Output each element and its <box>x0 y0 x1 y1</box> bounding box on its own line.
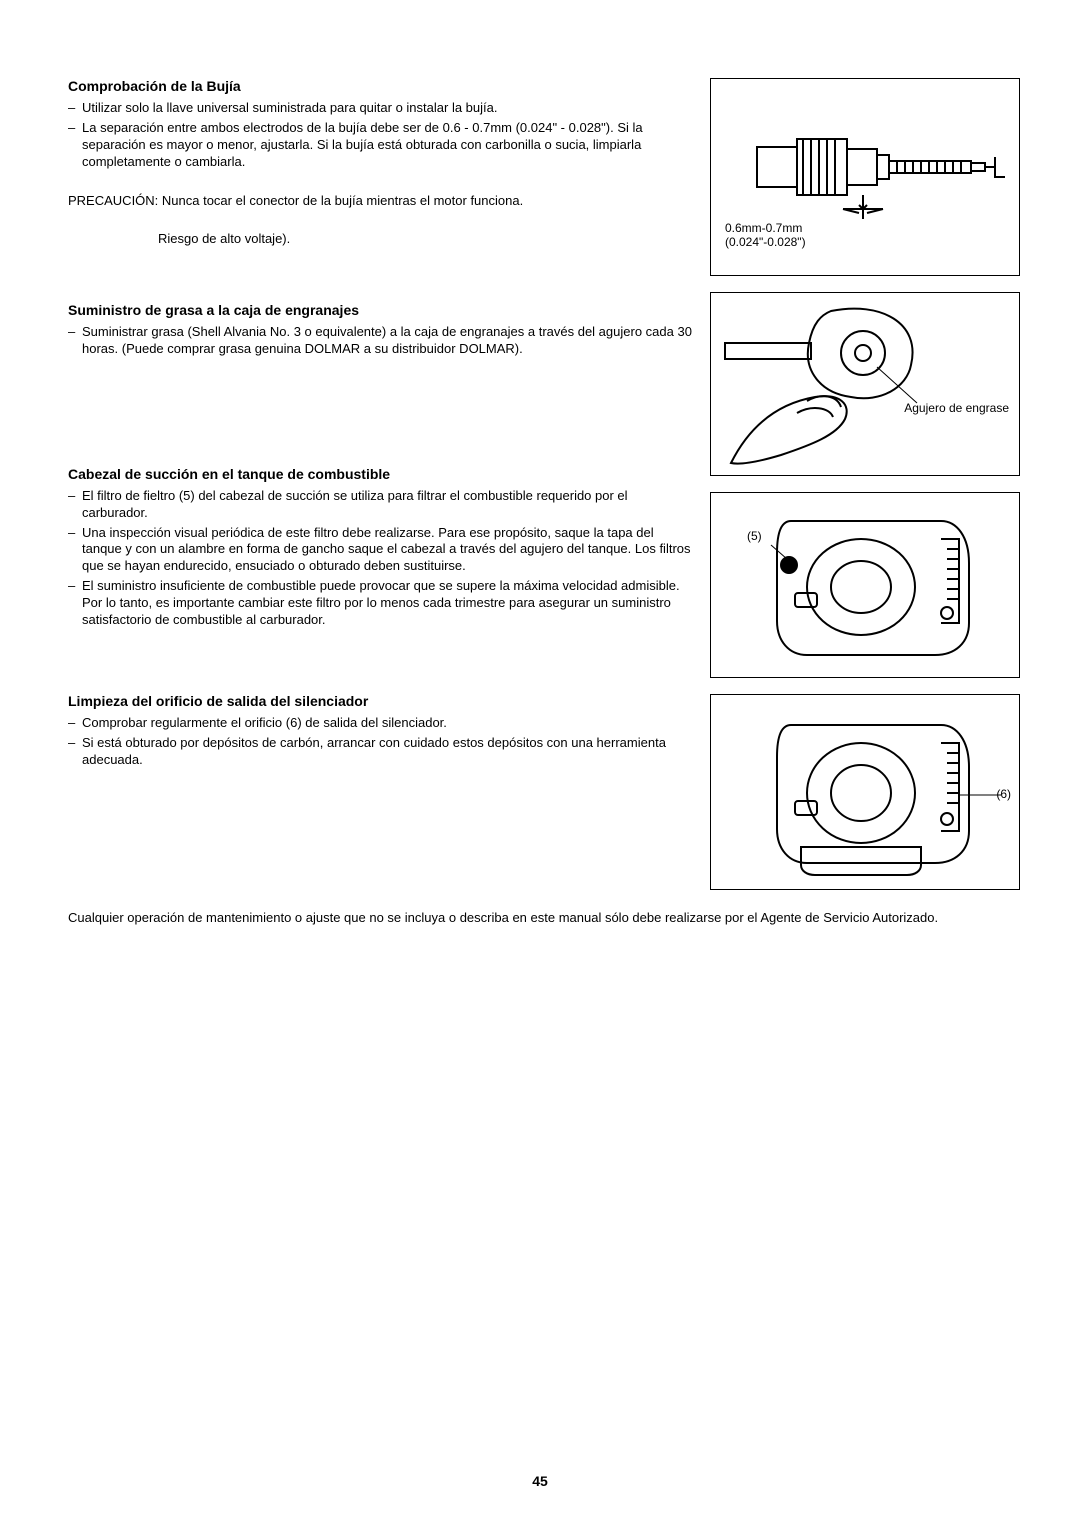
figure-spark-plug: 0.6mm-0.7mm (0.024"-0.028") <box>710 78 1020 276</box>
section-muffler: Limpieza del orificio de salida del sile… <box>68 693 692 769</box>
footer-note: Cualquier operación de mantenimiento o a… <box>68 910 1020 927</box>
figure-suction-head: (5) <box>710 492 1020 678</box>
section-grease: Suministro de grasa a la caja de engrana… <box>68 302 692 358</box>
callout-6: (6) <box>996 787 1011 801</box>
heading-spark-plug: Comprobación de la Bujía <box>68 78 692 94</box>
bullet-text: Si está obturado por depósitos de carbón… <box>82 735 692 769</box>
heading-suction-head: Cabezal de succión en el tanque de combu… <box>68 466 692 482</box>
spark-gap-caption: 0.6mm-0.7mm (0.024"-0.028") <box>725 221 806 250</box>
gap-line1: 0.6mm-0.7mm <box>725 221 802 235</box>
bullet-marker: – <box>68 120 82 171</box>
grease-hole-label: Agujero de engrase <box>904 401 1009 415</box>
gap-line2: (0.024"-0.028") <box>725 235 806 249</box>
bullet-text: Utilizar solo la llave universal suminis… <box>82 100 692 117</box>
bullet-marker: – <box>68 488 82 522</box>
right-column: 0.6mm-0.7mm (0.024"-0.028") <box>710 78 1020 890</box>
bullet-text: El suministro insuficiente de combustibl… <box>82 578 692 629</box>
engine-illustration-6 <box>711 695 1021 891</box>
callout-5: (5) <box>747 529 762 543</box>
bullet-text: La separación entre ambos electrodos de … <box>82 120 692 171</box>
heading-grease: Suministro de grasa a la caja de engrana… <box>68 302 692 318</box>
main-columns: Comprobación de la Bujía – Utilizar solo… <box>68 78 1020 890</box>
figure-muffler: (6) <box>710 694 1020 890</box>
caution-line-1: PRECAUCIÓN: Nunca tocar el conector de l… <box>68 193 692 210</box>
left-column: Comprobación de la Bujía – Utilizar solo… <box>68 78 692 890</box>
bullet-item: – Utilizar solo la llave universal sumin… <box>68 100 692 117</box>
page-number: 45 <box>0 1473 1080 1489</box>
section-spark-plug: Comprobación de la Bujía – Utilizar solo… <box>68 78 692 274</box>
bullet-marker: – <box>68 735 82 769</box>
bullet-text: Una inspección visual periódica de este … <box>82 525 692 576</box>
bullet-item: – Una inspección visual periódica de est… <box>68 525 692 576</box>
engine-illustration-5 <box>711 493 1021 679</box>
bullet-item: – Comprobar regularmente el orificio (6)… <box>68 715 692 732</box>
section-suction-head: Cabezal de succión en el tanque de combu… <box>68 466 692 629</box>
bullet-marker: – <box>68 715 82 732</box>
bullet-item: – Si está obturado por depósitos de carb… <box>68 735 692 769</box>
bullet-marker: – <box>68 525 82 576</box>
bullet-item: – La separación entre ambos electrodos d… <box>68 120 692 171</box>
bullet-text: Suministrar grasa (Shell Alvania No. 3 o… <box>82 324 692 358</box>
bullet-item: – Suministrar grasa (Shell Alvania No. 3… <box>68 324 692 358</box>
caution-line-2: Riesgo de alto voltaje). <box>68 231 692 248</box>
bullet-item: – El suministro insuficiente de combusti… <box>68 578 692 629</box>
bullet-item: – El filtro de fieltro (5) del cabezal d… <box>68 488 692 522</box>
bullet-marker: – <box>68 100 82 117</box>
spacer <box>68 657 692 693</box>
bullet-marker: – <box>68 578 82 629</box>
bullet-text: Comprobar regularmente el orificio (6) d… <box>82 715 692 732</box>
figure-grease: Agujero de engrase <box>710 292 1020 476</box>
grease-illustration <box>711 293 1021 477</box>
bullet-marker: – <box>68 324 82 358</box>
bullet-text: El filtro de fieltro (5) del cabezal de … <box>82 488 692 522</box>
spacer <box>68 386 692 466</box>
heading-muffler: Limpieza del orificio de salida del sile… <box>68 693 692 709</box>
